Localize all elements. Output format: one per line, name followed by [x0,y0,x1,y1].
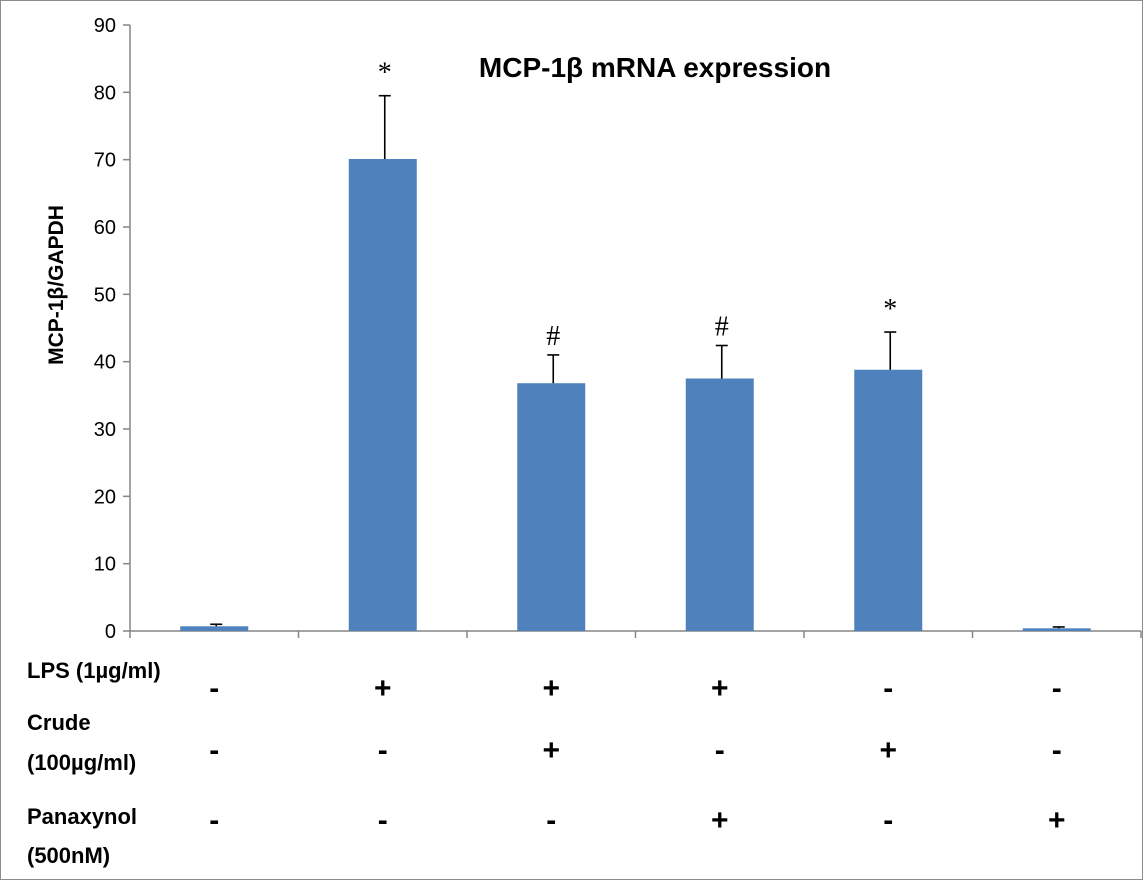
bar [180,626,249,631]
condition-label: (100µg/ml) [27,750,136,775]
y-tick-label: 60 [94,217,116,239]
y-tick-label: 70 [94,150,116,172]
condition-label: (500nM) [27,843,110,868]
significance-marker: # [715,312,729,343]
condition-sign: - [1052,734,1062,767]
condition-sign: + [374,672,392,705]
y-axis-label: MCP-1β/GAPDH [45,205,68,365]
y-tick-label: 30 [94,419,116,441]
condition-label: Panaxynol [27,804,137,829]
condition-label: Crude [27,710,91,735]
condition-sign: - [378,804,388,837]
condition-label: LPS (1µg/ml) [27,658,161,683]
chart-title: MCP-1β mRNA expression [479,52,831,83]
significance-marker: * [883,294,897,325]
condition-sign: - [883,804,893,837]
bar [685,378,754,631]
y-tick-label: 90 [94,15,116,37]
condition-sign: - [378,734,388,767]
significance-marker: * [378,58,392,89]
condition-sign: - [1052,672,1062,705]
condition-sign: - [715,734,725,767]
condition-sign: - [209,734,219,767]
y-tick-label: 50 [94,284,116,306]
condition-sign: - [546,804,556,837]
bar [517,383,586,631]
bar [854,369,923,631]
condition-sign: + [879,734,897,767]
y-tick-label: 40 [94,352,116,374]
condition-sign: + [542,734,560,767]
y-tick-label: 10 [94,554,116,576]
condition-sign: + [711,804,729,837]
condition-sign: + [711,672,729,705]
condition-sign: + [1048,804,1066,837]
condition-sign: + [542,672,560,705]
condition-sign: - [209,804,219,837]
y-tick-label: 20 [94,486,116,508]
condition-sign: - [883,672,893,705]
y-tick-label: 80 [94,82,116,104]
y-tick-label: 0 [105,621,116,643]
condition-sign: - [209,672,219,705]
significance-marker: # [546,321,560,352]
bar [1022,628,1091,631]
bar [348,158,417,631]
